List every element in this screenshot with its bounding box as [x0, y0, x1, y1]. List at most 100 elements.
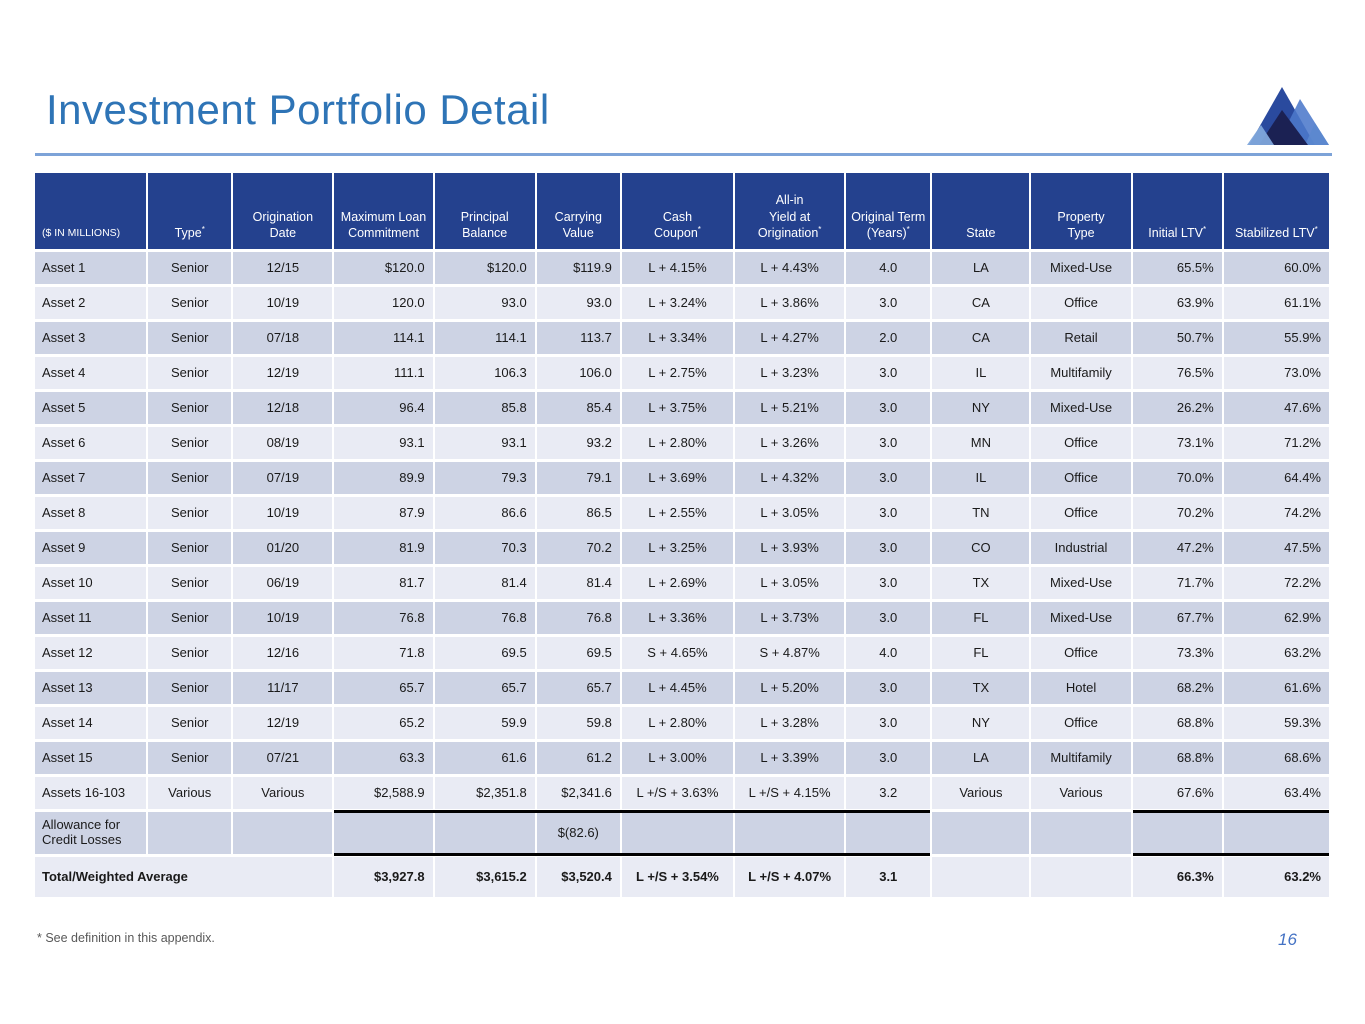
row-label: Asset 13 [35, 672, 147, 704]
cell: 10/19 [233, 602, 333, 634]
cell: 64.4% [1223, 462, 1329, 494]
cell: 12/16 [233, 637, 333, 669]
asset-row: Asset 1 Senior 12/15 $120.0 $120.0 $119.9 L + … [35, 252, 1329, 284]
cell: 62.9% [1223, 602, 1329, 634]
cell: FL [932, 602, 1030, 634]
cell: $(82.6) [536, 812, 620, 854]
row-label: Asset 6 [35, 427, 147, 459]
cell: L + 3.36% [621, 602, 734, 634]
cell: Office [1031, 637, 1131, 669]
cell: CA [932, 287, 1030, 319]
cell: Office [1031, 287, 1131, 319]
cell: 85.8 [434, 392, 535, 424]
cell: 111.1 [334, 357, 433, 389]
cell: $3,615.2 [434, 857, 535, 897]
allowance-row: Allowance for Credit Losses $(82.6) [35, 812, 1329, 854]
cell: 63.4% [1223, 777, 1329, 809]
cell: L + 3.25% [621, 532, 734, 564]
asset-row: Asset 10 Senior 06/19 81.7 81.4 81.4 L + 2.69%… [35, 567, 1329, 599]
cell: 63.2% [1223, 857, 1329, 897]
asset-row: Asset 14 Senior 12/19 65.2 59.9 59.8 L + 2.80%… [35, 707, 1329, 739]
asset-row: Asset 3 Senior 07/18 114.1 114.1 113.7 L + 3.3… [35, 322, 1329, 354]
cell: 3.0 [846, 357, 931, 389]
asset-row: Asset 11 Senior 10/19 76.8 76.8 76.8 L + 3.36%… [35, 602, 1329, 634]
cell: MN [932, 427, 1030, 459]
cell: L + 5.21% [735, 392, 845, 424]
cell: 70.0% [1132, 462, 1222, 494]
cell: 89.9 [334, 462, 433, 494]
cell: $2,341.6 [536, 777, 620, 809]
cell: $120.0 [334, 252, 433, 284]
asset-row: Assets 16-103 Various Various $2,588.9 $2,35… [35, 777, 1329, 809]
cell: 47.2% [1132, 532, 1222, 564]
cell: Senior [148, 252, 232, 284]
cell: 76.8 [536, 602, 620, 634]
asset-row: Asset 6 Senior 08/19 93.1 93.1 93.2 L + 2.80% L… [35, 427, 1329, 459]
cell: Mixed-Use [1031, 602, 1131, 634]
cell: 63.3 [334, 742, 433, 774]
cell: Mixed-Use [1031, 567, 1131, 599]
row-label: Asset 7 [35, 462, 147, 494]
cell: Mixed-Use [1031, 252, 1131, 284]
cell: L + 3.39% [735, 742, 845, 774]
cell: 06/19 [233, 567, 333, 599]
cell: 114.1 [434, 322, 535, 354]
row-label: Asset 3 [35, 322, 147, 354]
column-header: Stabilized LTV* [1223, 173, 1329, 249]
cell: 113.7 [536, 322, 620, 354]
cell: L + 3.00% [621, 742, 734, 774]
cell: 55.9% [1223, 322, 1329, 354]
asset-row: Asset 12 Senior 12/16 71.8 69.5 69.5 S + 4.65%… [35, 637, 1329, 669]
total-row: Total/Weighted Average $3,927.8 $3,615.2 $3… [35, 857, 1329, 897]
cell: 59.9 [434, 707, 535, 739]
cell: 3.0 [846, 742, 931, 774]
cell: 07/19 [233, 462, 333, 494]
cell: 106.0 [536, 357, 620, 389]
row-label: Total/Weighted Average [35, 857, 333, 897]
cell: Senior [148, 602, 232, 634]
cell: L + 3.05% [735, 497, 845, 529]
cell: L +/S + 4.15% [735, 777, 845, 809]
cell: 47.5% [1223, 532, 1329, 564]
cell: 71.7% [1132, 567, 1222, 599]
row-label: Asset 5 [35, 392, 147, 424]
cell: 65.2 [334, 707, 433, 739]
cell: 4.0 [846, 252, 931, 284]
cell [233, 812, 333, 854]
cell: Senior [148, 532, 232, 564]
cell: Office [1031, 427, 1131, 459]
cell: 3.0 [846, 672, 931, 704]
cell: 63.2% [1223, 637, 1329, 669]
cell: $3,520.4 [536, 857, 620, 897]
cell: 81.9 [334, 532, 433, 564]
asset-row: Asset 9 Senior 01/20 81.9 70.3 70.2 L + 3.25% L… [35, 532, 1329, 564]
cell: Hotel [1031, 672, 1131, 704]
cell: LA [932, 252, 1030, 284]
cell: 69.5 [434, 637, 535, 669]
cell: 67.6% [1132, 777, 1222, 809]
cell: 93.1 [434, 427, 535, 459]
cell: $2,588.9 [334, 777, 433, 809]
cell: Office [1031, 497, 1131, 529]
cell: L + 2.69% [621, 567, 734, 599]
cell: 12/18 [233, 392, 333, 424]
cell: 81.4 [434, 567, 535, 599]
cell: Senior [148, 707, 232, 739]
cell: 4.0 [846, 637, 931, 669]
cell: Various [1031, 777, 1131, 809]
cell: 66.3% [1132, 857, 1222, 897]
cell: TX [932, 567, 1030, 599]
cell: L + 3.05% [735, 567, 845, 599]
cell: Senior [148, 357, 232, 389]
cell: 12/15 [233, 252, 333, 284]
cell: 61.6 [434, 742, 535, 774]
cell: 3.0 [846, 707, 931, 739]
cell: 71.8 [334, 637, 433, 669]
divider-line [334, 853, 930, 856]
cell: 79.3 [434, 462, 535, 494]
cell: L + 3.75% [621, 392, 734, 424]
cell: 65.7 [434, 672, 535, 704]
cell: 81.7 [334, 567, 433, 599]
logo-far-right-slope [1305, 123, 1329, 145]
cell: 3.0 [846, 532, 931, 564]
